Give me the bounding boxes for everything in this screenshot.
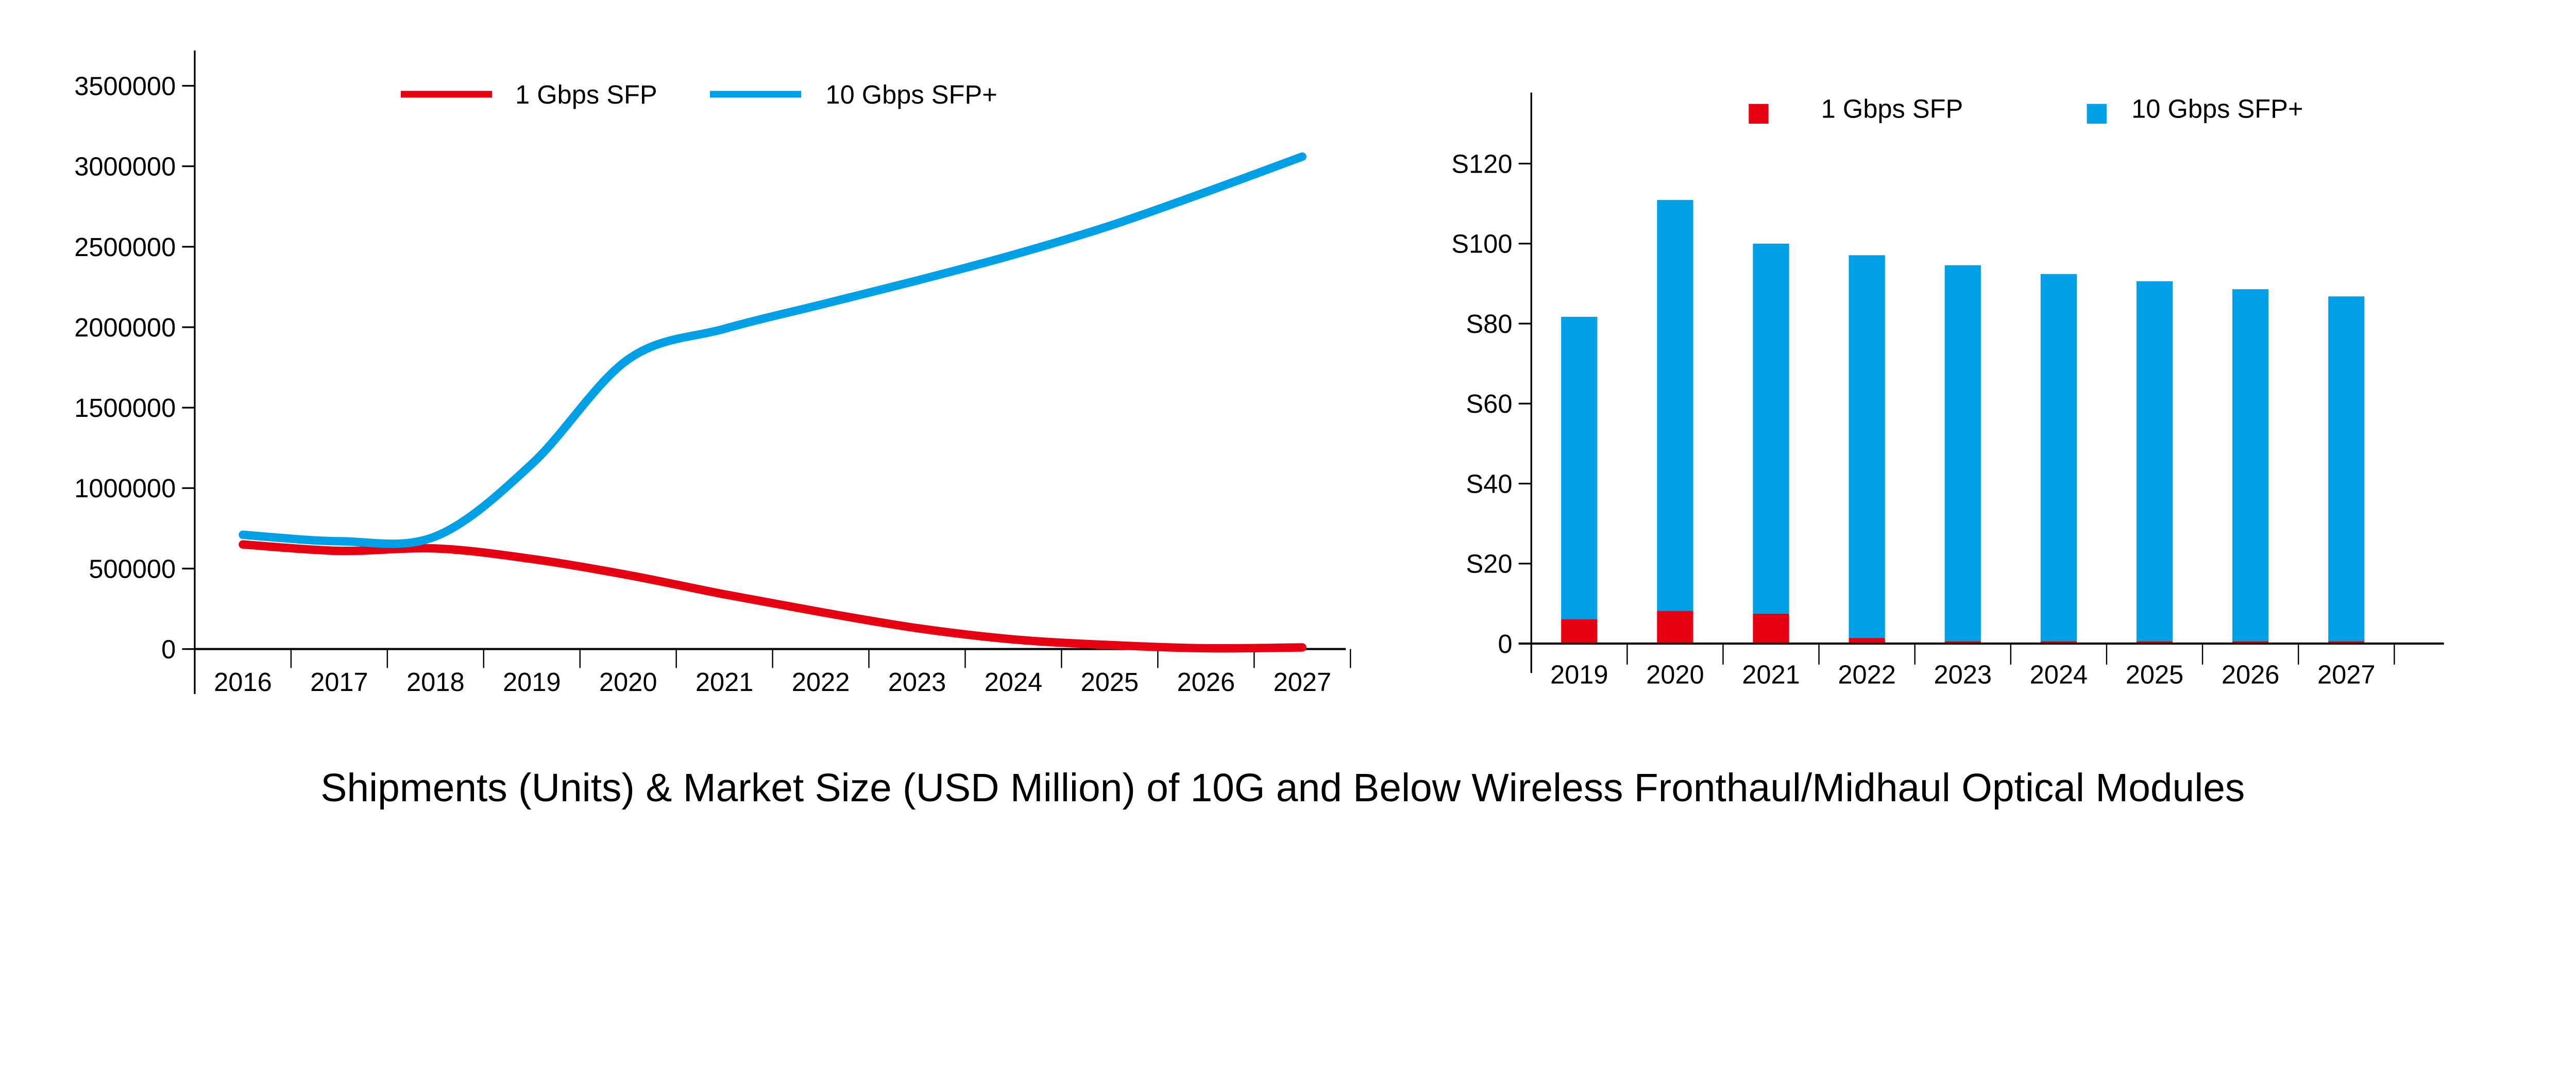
y-tick-label: S100: [1451, 229, 1512, 259]
bar-1g-sfp: [2136, 641, 2173, 644]
y-tick-label: 3500000: [74, 71, 176, 100]
bar-1g-sfp: [2040, 641, 2077, 644]
bar-1g-sfp: [1944, 641, 1981, 644]
y-tick-label: 500000: [89, 554, 176, 583]
x-tick-label: 2022: [1838, 660, 1896, 689]
bar-10g-sfp-plus: [1561, 316, 1598, 619]
x-tick-label: 2016: [214, 667, 272, 697]
x-tick-label: 2021: [1742, 660, 1800, 689]
x-tick-label: 2022: [792, 667, 850, 697]
x-tick-label: 2025: [2126, 660, 2184, 689]
figure-title: Shipments (Units) & Market Size (USD Mil…: [320, 766, 2245, 810]
x-tick-label: 2017: [310, 667, 368, 697]
bar-10g-sfp-plus: [1657, 200, 1693, 611]
y-tick-label: S20: [1466, 549, 1512, 579]
y-tick-label: 0: [161, 635, 176, 664]
x-tick-label: 2026: [2222, 660, 2280, 689]
x-tick-label: 2021: [696, 667, 754, 697]
bar-10g-sfp-plus: [2232, 289, 2269, 642]
series-line-10g-sfp-plus: [239, 152, 1307, 548]
market-size-bar-chart: 0 S20 S40 S60 S80 S100 S120 2019 2020 2021 2022 202…: [1451, 92, 2444, 689]
x-tick-label: 2018: [406, 667, 465, 697]
y-tick-label: 0: [1498, 629, 1512, 659]
bar-10g-sfp-plus: [2328, 296, 2365, 642]
y-tick-label: 2000000: [74, 313, 176, 342]
y-tick-label: S80: [1466, 309, 1512, 339]
x-tick-label: 2019: [1550, 660, 1608, 689]
bar-1g-sfp: [1849, 638, 1885, 644]
legend-swatch: [2087, 104, 2107, 124]
bar-1g-sfp: [2328, 641, 2365, 644]
bar-10g-sfp-plus: [1753, 243, 1789, 614]
bar-10g-sfp-plus: [1849, 255, 1885, 638]
series-line-1g-sfp: [239, 540, 1307, 653]
shipments-line-chart: 0 500000 1000000 1500000 2000000 2500000 30000…: [74, 50, 1351, 697]
x-tick-label: 2023: [1934, 660, 1992, 689]
bar-1g-sfp: [1753, 613, 1789, 644]
bar-10g-sfp-plus: [2136, 281, 2173, 642]
legend-label: 10 Gbps SFP+: [2131, 94, 2303, 124]
x-tick-label: 2020: [1646, 660, 1704, 689]
y-tick-label: 1500000: [74, 393, 176, 423]
x-tick-label: 2024: [2030, 660, 2088, 689]
bar-1g-sfp: [1561, 619, 1598, 644]
x-tick-label: 2023: [888, 667, 946, 697]
x-tick-label: 2020: [599, 667, 657, 697]
x-tick-label: 2026: [1177, 667, 1235, 697]
bar-10g-sfp-plus: [1944, 265, 1981, 642]
legend-label: 1 Gbps SFP: [515, 80, 657, 109]
bar-1g-sfp: [2232, 641, 2269, 644]
x-tick-label: 2027: [2317, 660, 2376, 689]
bar-1g-sfp: [1657, 611, 1693, 644]
y-tick-label: S120: [1451, 149, 1512, 179]
figure: 0 500000 1000000 1500000 2000000 2500000 30000…: [74, 50, 2444, 810]
y-tick-label: S40: [1466, 469, 1512, 498]
x-tick-label: 2024: [985, 667, 1043, 697]
legend-swatch: [1749, 104, 1769, 124]
legend-label: 1 Gbps SFP: [1821, 94, 1963, 124]
y-tick-label: 2500000: [74, 232, 176, 262]
y-tick-label: 3000000: [74, 152, 176, 181]
x-tick-label: 2019: [503, 667, 561, 697]
bar-10g-sfp-plus: [2040, 274, 2077, 642]
y-tick-label: 1000000: [74, 474, 176, 503]
legend-label: 10 Gbps SFP+: [825, 80, 997, 109]
x-tick-label: 2027: [1273, 667, 1331, 697]
x-tick-label: 2025: [1081, 667, 1139, 697]
y-tick-label: S60: [1466, 389, 1512, 418]
